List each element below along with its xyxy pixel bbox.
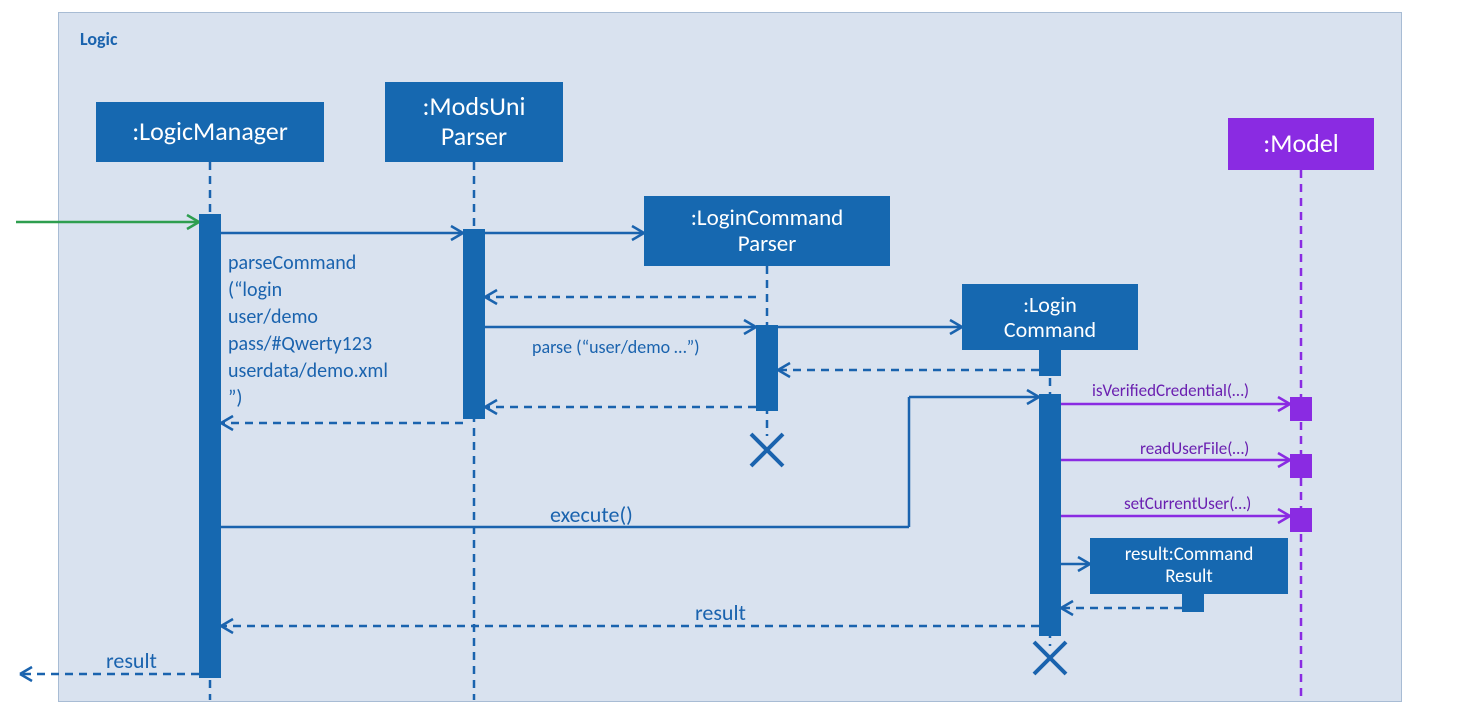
message-label: parseCommand (“login user/demo pass/#Qwe…	[228, 250, 388, 412]
message-label: result	[695, 598, 746, 628]
message-label: execute()	[550, 500, 633, 530]
modsuni-parser-box: :ModsUni Parser	[385, 82, 563, 162]
command-result-box: result:Command Result	[1090, 538, 1288, 594]
message-label: result	[106, 646, 157, 676]
message-label: readUserFile(…)	[1140, 438, 1249, 461]
logic-manager-box: :LogicManager	[96, 102, 324, 162]
message-label: setCurrentUser(…)	[1124, 493, 1251, 516]
login-command-box: :Login Command	[962, 284, 1138, 350]
message-label: isVerifiedCredential(…)	[1092, 380, 1249, 403]
login-command-parser-box: :LoginCommand Parser	[644, 196, 890, 266]
message-label: parse (“user/demo …”)	[532, 335, 700, 359]
model-box: :Model	[1228, 118, 1374, 170]
